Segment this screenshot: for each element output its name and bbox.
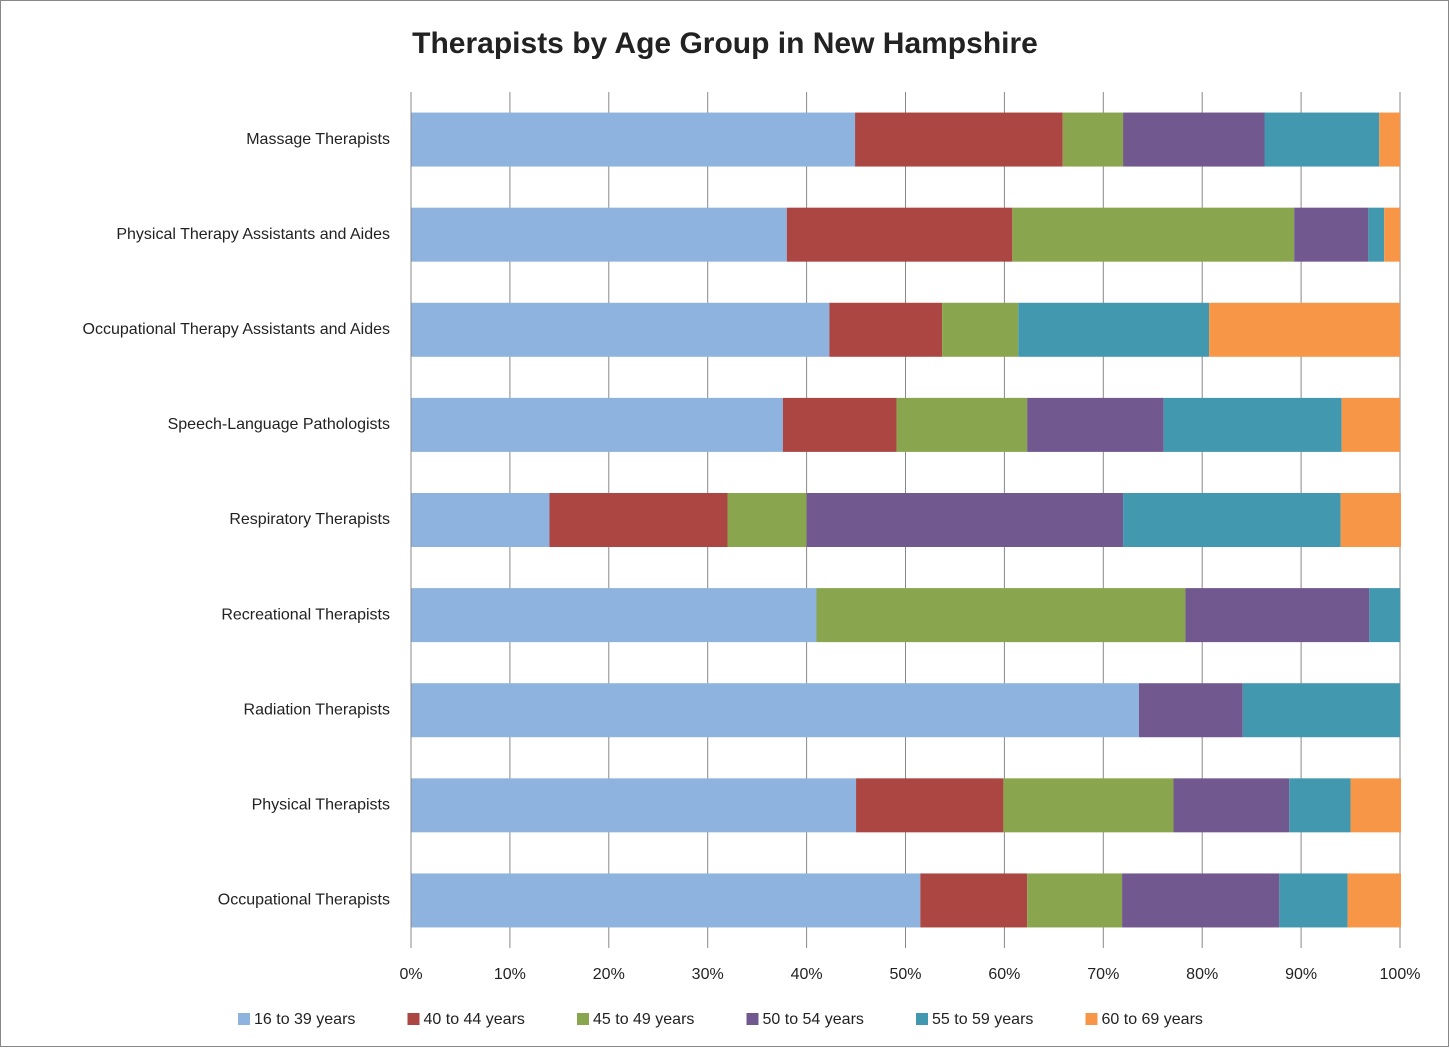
- y-tick-label: Massage Therapists: [246, 131, 390, 148]
- bar-segment: [1027, 397, 1164, 452]
- legend-swatch: [916, 1013, 928, 1025]
- bar-segment: [1242, 683, 1400, 738]
- bar-segment: [816, 588, 1186, 643]
- bar-segment: [942, 302, 1019, 357]
- x-tick-label: 60%: [988, 966, 1020, 983]
- legend-label: 60 to 69 years: [1102, 1011, 1203, 1028]
- bar-segment: [1289, 778, 1351, 833]
- legend-label: 45 to 49 years: [593, 1011, 694, 1028]
- bar-segment: [1138, 683, 1243, 738]
- bar-segment: [411, 683, 1139, 738]
- bar-segment: [549, 493, 728, 547]
- y-tick-label: Occupational Therapy Assistants and Aide…: [83, 321, 390, 338]
- bar-segment: [786, 207, 1013, 262]
- bar-segment: [1347, 873, 1401, 928]
- x-tick-label: 50%: [889, 966, 921, 983]
- bar-segment: [1173, 778, 1290, 833]
- bar-segment: [829, 302, 943, 357]
- bar-segment: [727, 493, 807, 547]
- bar-segment: [1350, 778, 1401, 833]
- bar-segment: [1384, 207, 1400, 262]
- y-tick-label: Respiratory Therapists: [229, 511, 390, 528]
- bar-segment: [411, 588, 817, 643]
- bar-segment: [411, 873, 921, 928]
- y-tick-label: Recreational Therapists: [221, 606, 390, 623]
- y-tick-label: Occupational Therapists: [218, 892, 390, 909]
- legend-label: 50 to 54 years: [763, 1011, 864, 1028]
- legend-swatch: [407, 1013, 420, 1025]
- bar-segment: [920, 873, 1028, 928]
- y-tick-label: Radiation Therapists: [244, 701, 390, 718]
- bar-segment: [856, 778, 1004, 833]
- bar-segment: [1027, 873, 1123, 928]
- x-tick-label: 30%: [692, 966, 724, 983]
- bar-segment: [855, 112, 1063, 167]
- x-tick-label: 100%: [1380, 966, 1421, 983]
- y-tick-label: Speech-Language Pathologists: [168, 416, 390, 433]
- bar-segment: [1062, 112, 1124, 167]
- chart-title: Therapists by Age Group in New Hampshire: [412, 27, 1038, 60]
- bar-segment: [1264, 112, 1380, 167]
- bar-segment: [411, 397, 783, 452]
- x-tick-label: 80%: [1186, 966, 1218, 983]
- bar-segment: [782, 397, 897, 452]
- legend-label: 16 to 39 years: [254, 1011, 355, 1028]
- bar-segment: [411, 302, 830, 357]
- bar-segment: [1369, 588, 1400, 643]
- bar-segment: [1163, 397, 1342, 452]
- legend-swatch: [746, 1013, 759, 1025]
- legend-swatch: [238, 1013, 250, 1025]
- bar-segment: [1003, 778, 1174, 833]
- bar-segment: [896, 397, 1028, 452]
- y-tick-label: Physical Therapy Assistants and Aides: [116, 226, 390, 243]
- x-tick-label: 90%: [1285, 966, 1317, 983]
- bar-segment: [1012, 207, 1295, 262]
- bar-segment: [1340, 493, 1401, 547]
- bar-segment: [1209, 302, 1400, 357]
- bar-segment: [1185, 588, 1370, 643]
- bar-segment: [1368, 207, 1385, 262]
- x-tick-label: 10%: [494, 966, 526, 983]
- bar-segment: [1279, 873, 1348, 928]
- bar-segment: [411, 112, 856, 167]
- bar-segment: [1294, 207, 1369, 262]
- bar-segment: [1123, 493, 1341, 547]
- x-tick-label: 20%: [593, 966, 625, 983]
- legend-label: 55 to 59 years: [932, 1011, 1033, 1028]
- bar-segment: [411, 778, 857, 833]
- bar-segment: [1123, 112, 1265, 167]
- x-tick-label: 0%: [399, 966, 422, 983]
- legend-swatch: [577, 1013, 589, 1025]
- bar-segment: [411, 207, 787, 262]
- bar-segment: [411, 493, 550, 547]
- bar-segment: [1018, 302, 1210, 357]
- x-tick-label: 70%: [1087, 966, 1119, 983]
- x-tick-label: 40%: [791, 966, 823, 983]
- bar-segment: [1341, 397, 1400, 452]
- y-tick-label: Physical Therapists: [252, 797, 390, 814]
- legend-label: 40 to 44 years: [424, 1011, 525, 1028]
- bar-segment: [1379, 112, 1400, 167]
- legend-swatch: [1085, 1013, 1098, 1025]
- bar-segment: [806, 493, 1124, 547]
- bar-segment: [1122, 873, 1280, 928]
